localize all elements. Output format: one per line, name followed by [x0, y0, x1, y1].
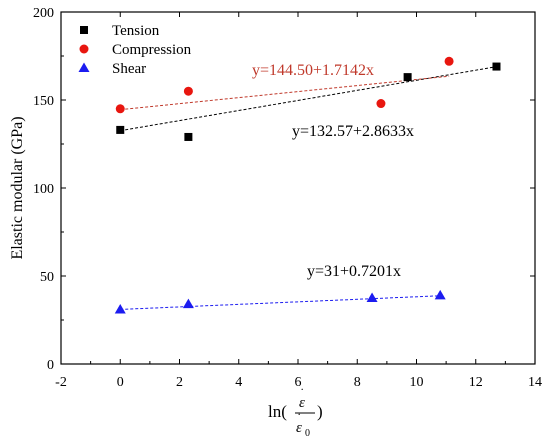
y-tick-label: 100	[33, 182, 54, 197]
x-axis-label-close: )	[317, 402, 323, 421]
fit-line-compression	[120, 75, 450, 111]
legend-label-compression: Compression	[112, 42, 192, 58]
x-tick-label: 14	[528, 375, 542, 390]
x-axis-label-numerator-dot: ˙	[300, 385, 304, 400]
fit-label-shear: y=31+0.7201x	[307, 263, 401, 280]
legend: Tension Compression Shear	[78, 23, 192, 77]
fit-line-shear	[120, 295, 441, 310]
legend-marker-compression	[79, 44, 89, 54]
data-point-compression	[444, 56, 454, 66]
x-axis-label-ln: ln(	[268, 402, 287, 421]
fit-labels: y=132.57+2.8633x y=144.50+1.7142x y=31+0.7…	[252, 62, 414, 280]
x-tick-label: -2	[55, 375, 67, 390]
data-point-compression	[115, 104, 125, 114]
data-point-compression	[183, 86, 193, 96]
y-tick-label: 200	[33, 6, 54, 21]
y-tick-label: 50	[40, 270, 54, 285]
x-tick-label: 0	[117, 375, 124, 390]
data-point-compression	[376, 99, 386, 109]
x-axis-label: ln( ε ˙ ε ˙ 0 )	[268, 385, 323, 439]
x-tick-label: 2	[176, 375, 183, 390]
legend-label-shear: Shear	[112, 61, 146, 77]
data-point-tension	[116, 125, 125, 134]
data-point-tension	[492, 62, 501, 71]
fit-label-compression: y=144.50+1.7142x	[252, 62, 374, 79]
data-point-shear	[434, 289, 446, 300]
x-tick-label: 10	[410, 375, 424, 390]
x-tick-label: 8	[354, 375, 361, 390]
x-tick-label: 12	[469, 375, 483, 390]
data-point-tension	[403, 73, 412, 82]
y-axis-label: Elastic modular (GPa)	[9, 116, 26, 259]
y-tick-label: 0	[47, 358, 54, 373]
x-axis-label-denominator: ε	[296, 420, 302, 436]
y-tick-label: 150	[33, 94, 54, 109]
data-point-shear	[366, 292, 378, 302]
x-axis-label-subscript: 0	[305, 428, 310, 439]
x-tick-label: 6	[295, 375, 302, 390]
data-point-shear	[182, 298, 194, 309]
x-axis-label-denominator-dot: ˙	[297, 410, 301, 425]
data-point-tension	[184, 132, 193, 141]
fit-lines	[120, 66, 497, 310]
x-tick-label: 4	[235, 375, 242, 390]
legend-marker-tension	[80, 26, 88, 34]
data-point-shear	[114, 303, 126, 314]
fit-label-tension: y=132.57+2.8633x	[292, 123, 414, 140]
legend-label-tension: Tension	[112, 23, 160, 39]
data-markers	[114, 56, 501, 314]
x-axis-label-numerator: ε	[299, 395, 305, 411]
fit-line-tension	[120, 66, 497, 132]
legend-marker-shear	[78, 62, 90, 72]
